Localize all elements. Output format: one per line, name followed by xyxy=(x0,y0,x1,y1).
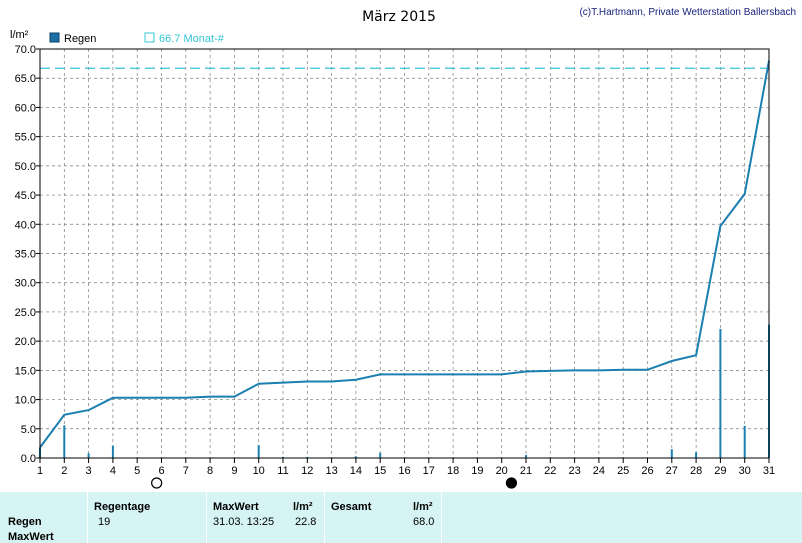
x-tick-label: 12 xyxy=(301,465,313,477)
copyright-text: (c)T.Hartmann, Private Wetterstation Bal… xyxy=(579,7,796,18)
maxwert-time: 31.03. 13:25 xyxy=(213,516,275,528)
regentage-value: 19 xyxy=(98,516,111,528)
maxwert-value: 22.8 xyxy=(295,516,317,528)
stats-col-regentage: Regentage 19 xyxy=(88,492,207,543)
new-moon-icon xyxy=(505,477,518,489)
x-tick-label: 25 xyxy=(617,465,629,477)
x-axis-ticks: 1 2 3 4 5 6 7 8 9 10 11 12 13 14 15 16 17 18 19 20 21 22 23 24 2… xyxy=(37,458,775,477)
x-tick-label: 23 xyxy=(568,465,580,477)
y-axis-unit-label: l/m² xyxy=(10,29,29,41)
y-tick-label: 10.0 xyxy=(15,395,36,407)
x-tick-label: 19 xyxy=(471,465,483,477)
x-tick-label: 27 xyxy=(666,465,678,477)
y-axis-ticks: 0.0 5.0 10.0 15.0 20.0 25.0 30.0 35.0 40.0 45.0 50… xyxy=(15,44,40,465)
x-tick-label: 2 xyxy=(61,465,67,477)
x-tick-label: 3 xyxy=(86,465,92,477)
y-tick-label: 30.0 xyxy=(15,278,36,290)
x-tick-label: 16 xyxy=(398,465,410,477)
chart-title: März 2015 xyxy=(362,9,436,25)
gesamt-value: 68.0 xyxy=(413,516,435,528)
gesamt-header: Gesamt xyxy=(331,501,372,513)
legend-regen-swatch xyxy=(49,32,60,43)
y-tick-label: 45.0 xyxy=(15,190,36,202)
y-tick-label: 15.0 xyxy=(15,365,36,377)
x-tick-label: 17 xyxy=(423,465,435,477)
maxwert-header: MaxWert xyxy=(213,501,259,513)
y-tick-label: 35.0 xyxy=(15,249,36,261)
x-tick-label: 5 xyxy=(134,465,140,477)
gesamt-unit: l/m² xyxy=(413,501,433,513)
x-tick-label: 26 xyxy=(641,465,653,477)
y-tick-label: 50.0 xyxy=(15,161,36,173)
y-tick-label: 20.0 xyxy=(15,336,36,348)
moon-phases xyxy=(151,477,518,489)
stats-col-gesamt: Gesamt l/m² 68.0 xyxy=(325,492,442,543)
x-tick-label: 30 xyxy=(739,465,751,477)
x-tick-label: 29 xyxy=(714,465,726,477)
legend-monat-label: 66.7 Monat-# xyxy=(159,33,225,45)
y-tick-label: 25.0 xyxy=(15,307,36,319)
legend: Regen 66.7 Monat-# xyxy=(49,32,225,45)
grid xyxy=(40,49,769,458)
x-tick-label: 7 xyxy=(183,465,189,477)
x-tick-label: 31 xyxy=(763,465,775,477)
x-tick-label: 8 xyxy=(207,465,213,477)
cumulative-rain-line xyxy=(39,60,770,449)
legend-monat-swatch xyxy=(144,32,155,43)
x-tick-label: 28 xyxy=(690,465,702,477)
x-tick-label: 4 xyxy=(110,465,116,477)
row-label-maxwert: MaxWert xyxy=(8,531,54,543)
x-tick-label: 6 xyxy=(158,465,164,477)
x-tick-label: 13 xyxy=(325,465,337,477)
x-tick-label: 11 xyxy=(277,465,288,477)
x-tick-label: 15 xyxy=(374,465,386,477)
x-tick-label: 9 xyxy=(231,465,237,477)
x-tick-label: 21 xyxy=(520,465,532,477)
y-tick-label: 0.0 xyxy=(21,453,36,465)
statistics-panel: Regen MaxWert Regentage 19 MaxWert l/m² … xyxy=(0,492,802,543)
x-tick-label: 20 xyxy=(496,465,508,477)
x-tick-label: 18 xyxy=(447,465,459,477)
y-tick-label: 65.0 xyxy=(15,73,36,85)
regentage-header: Regentage xyxy=(94,501,151,513)
legend-regen-label: Regen xyxy=(64,33,96,45)
x-tick-label: 24 xyxy=(593,465,605,477)
y-tick-label: 60.0 xyxy=(15,102,36,114)
y-tick-label: 5.0 xyxy=(21,424,36,436)
x-tick-label: 22 xyxy=(544,465,556,477)
x-tick-label: 10 xyxy=(253,465,265,477)
y-tick-label: 70.0 xyxy=(15,44,36,56)
x-tick-label: 14 xyxy=(350,465,362,477)
maxwert-unit: l/m² xyxy=(293,501,313,513)
stats-col-maxwert: MaxWert l/m² 31.03. 13:25 22.8 xyxy=(207,492,325,543)
x-tick-label: 1 xyxy=(37,465,43,477)
y-tick-label: 55.0 xyxy=(15,132,36,144)
y-tick-label: 40.0 xyxy=(15,219,36,231)
row-label-regen: Regen xyxy=(8,516,42,528)
full-moon-icon xyxy=(151,477,163,489)
rain-chart: März 2015 (c)T.Hartmann, Private Wetters… xyxy=(10,7,796,489)
stats-col-labels: Regen MaxWert xyxy=(0,492,88,543)
